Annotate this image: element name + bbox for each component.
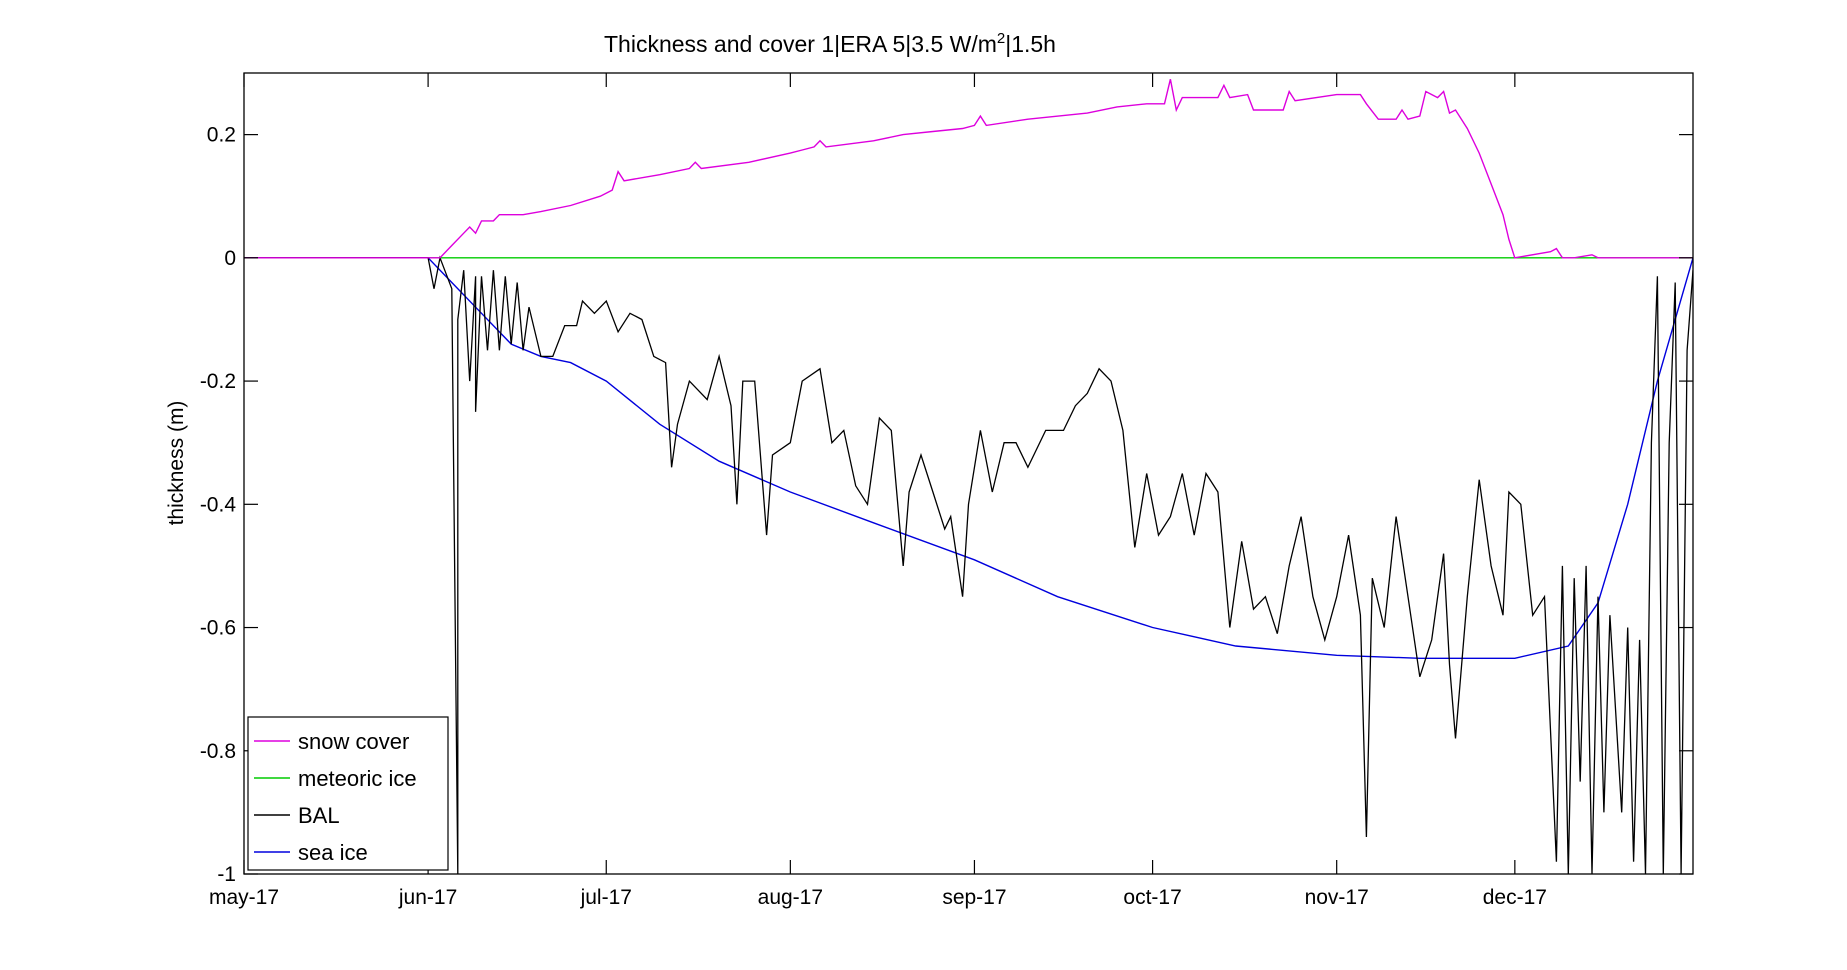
x-tick-label: oct-17: [1123, 886, 1181, 909]
chart-title: Thickness and cover 1|ERA 5|3.5 W/m2|1.5…: [604, 30, 1056, 57]
y-tick-label: 0: [224, 247, 236, 270]
legend-label-meteoric-ice: meteoric ice: [298, 766, 417, 791]
legend: snow cover meteoric ice BAL sea ice: [247, 716, 449, 871]
axes-box: [243, 72, 1694, 875]
y-tick-label: 0.2: [207, 124, 236, 147]
legend-label-sea-ice: sea ice: [298, 840, 368, 865]
x-tick-label: may-17: [209, 886, 279, 909]
plot-area: [244, 73, 1693, 874]
x-tick-label: aug-17: [758, 886, 823, 909]
y-tick-label: -0.8: [200, 740, 236, 763]
x-tick-label: dec-17: [1483, 886, 1547, 909]
plot-background: [244, 73, 1693, 874]
legend-label-snow-cover: snow cover: [298, 729, 409, 754]
x-tick-label: jun-17: [398, 886, 457, 909]
y-tick-label: -0.6: [200, 617, 236, 640]
series-line-bal: [244, 255, 1693, 874]
x-tick-label: nov-17: [1305, 886, 1369, 909]
series-line-snow-cover: [244, 79, 1693, 259]
y-tick-label: -1: [217, 863, 236, 886]
y-tick-label: -0.2: [200, 370, 236, 393]
x-tick-label: sep-17: [942, 886, 1006, 909]
y-axis-label: thickness (m): [165, 401, 188, 526]
y-tick-label: -0.4: [200, 493, 237, 516]
legend-box: [247, 716, 449, 871]
legend-label-bal: BAL: [298, 803, 340, 828]
x-tick-label: jul-17: [580, 886, 632, 909]
